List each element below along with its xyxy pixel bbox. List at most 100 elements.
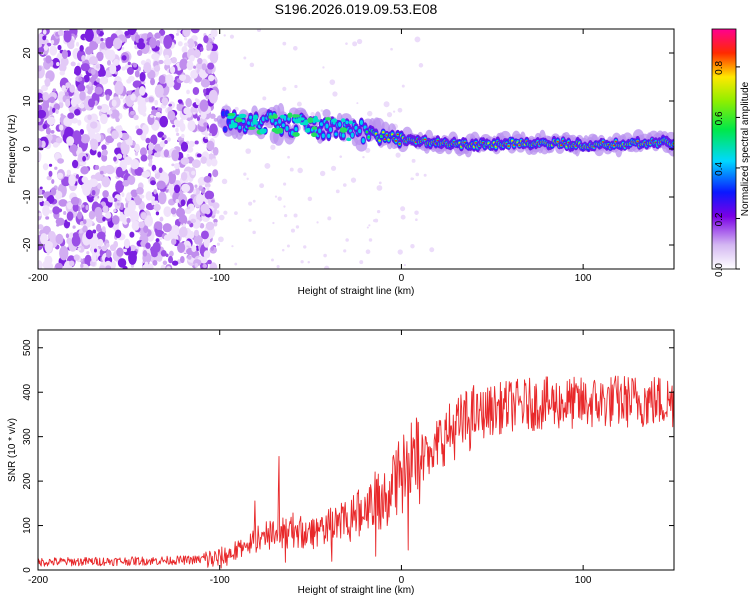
spectral-cell — [187, 203, 195, 212]
spectral-cell — [60, 57, 69, 67]
spectral-cell — [322, 66, 325, 69]
spectral-cell — [194, 140, 199, 145]
spectral-cell — [284, 213, 288, 218]
spectral-cell — [163, 34, 173, 49]
x-tick-label: -100 — [210, 575, 230, 586]
spectral-cell — [139, 147, 148, 157]
spectral-cell — [97, 105, 102, 110]
spectral-cell — [48, 170, 53, 177]
spectral-cell — [376, 209, 381, 214]
spectral-cell — [134, 166, 144, 176]
spectral-cell — [110, 109, 120, 119]
spectral-cell — [94, 165, 100, 170]
spectral-cell — [175, 120, 181, 128]
spectral-cell — [74, 70, 78, 75]
spectral-cell — [47, 194, 55, 204]
spectral-cell — [345, 42, 348, 45]
spectral-cell — [96, 86, 102, 92]
spectral-cell — [281, 248, 285, 252]
spectral-cell — [135, 125, 140, 130]
spectral-cell — [72, 225, 76, 229]
spectral-cell — [236, 118, 243, 123]
spectral-cell — [199, 46, 204, 52]
spectral-cell — [400, 206, 406, 212]
spectral-cell — [44, 240, 53, 253]
spectral-cell — [162, 260, 168, 266]
spectral-cell — [155, 221, 163, 230]
spectral-cell — [212, 202, 220, 209]
spectral-cell — [175, 167, 180, 176]
spectral-cell — [72, 232, 79, 238]
spectral-cell — [278, 118, 282, 124]
spectral-cell — [340, 118, 346, 123]
spectral-cell — [221, 110, 226, 117]
spectral-cell — [140, 80, 146, 85]
spectral-cell — [59, 70, 65, 76]
spectral-cell — [38, 152, 42, 162]
spectral-cell — [161, 137, 165, 141]
spectral-cell — [88, 56, 98, 65]
spectral-cell — [390, 47, 393, 51]
spectral-cell — [330, 165, 337, 171]
spectral-cell — [79, 45, 84, 52]
spectral-cell — [113, 156, 117, 162]
y-tick-label: 300 — [22, 428, 33, 445]
spectral-cell — [287, 112, 293, 119]
spectral-cell — [139, 71, 146, 82]
spectral-cell — [130, 189, 138, 198]
spectral-cell — [174, 162, 180, 170]
spectral-cell — [339, 155, 343, 158]
spectral-cell — [178, 226, 188, 238]
spectral-cell — [206, 42, 213, 51]
snr-frame — [37, 329, 675, 571]
spectral-cell — [115, 180, 125, 193]
spectral-cell — [367, 110, 373, 117]
spectral-cell — [113, 240, 119, 249]
chart-title: S196.2026.019.09.53.E08 — [275, 1, 438, 17]
spectral-cell — [130, 93, 136, 101]
spectral-cell — [58, 199, 68, 207]
spectral-cell — [216, 242, 221, 246]
spectral-cell — [158, 167, 163, 174]
spectral-cell — [99, 265, 106, 269]
spectral-cell — [126, 90, 132, 95]
spectral-cell — [113, 59, 120, 66]
spectral-cell — [319, 122, 324, 126]
spectral-cell — [294, 127, 298, 132]
spectral-cell — [130, 158, 140, 170]
spectral-cell — [395, 152, 401, 158]
spectral-cell — [165, 74, 174, 85]
spectral-cell — [264, 162, 271, 169]
spectral-cell — [101, 226, 106, 233]
spectral-cell — [183, 107, 191, 115]
spectral-cell — [373, 219, 377, 223]
spectral-cell — [99, 76, 108, 85]
spectral-cell — [69, 143, 78, 153]
spectral-cell — [507, 145, 510, 147]
spectral-cell — [350, 132, 354, 138]
y-tick-label: -20 — [22, 237, 33, 252]
spectral-cell — [121, 66, 126, 71]
spectral-cell — [227, 112, 236, 117]
spectral-cell — [179, 122, 186, 132]
spectral-cell — [68, 174, 76, 187]
spectral-cell — [321, 133, 325, 138]
spectral-cell — [218, 236, 224, 243]
spectral-cell — [148, 159, 153, 164]
spectral-cell — [78, 245, 85, 253]
spectral-cell — [171, 56, 177, 64]
spectral-cell — [42, 100, 50, 110]
spectral-cell — [149, 37, 157, 49]
spectral-cell — [314, 119, 321, 123]
spectral-cell — [96, 29, 101, 35]
spectral-cell — [66, 169, 72, 176]
spectral-cell — [154, 171, 161, 180]
x-tick-label: 100 — [575, 575, 592, 586]
y-tick-label: 400 — [22, 383, 33, 400]
spectral-cell — [97, 238, 104, 247]
spectral-cell — [106, 110, 113, 115]
spectral-cell — [139, 194, 145, 199]
spectral-cell — [85, 46, 94, 55]
spectral-cell — [72, 203, 79, 212]
